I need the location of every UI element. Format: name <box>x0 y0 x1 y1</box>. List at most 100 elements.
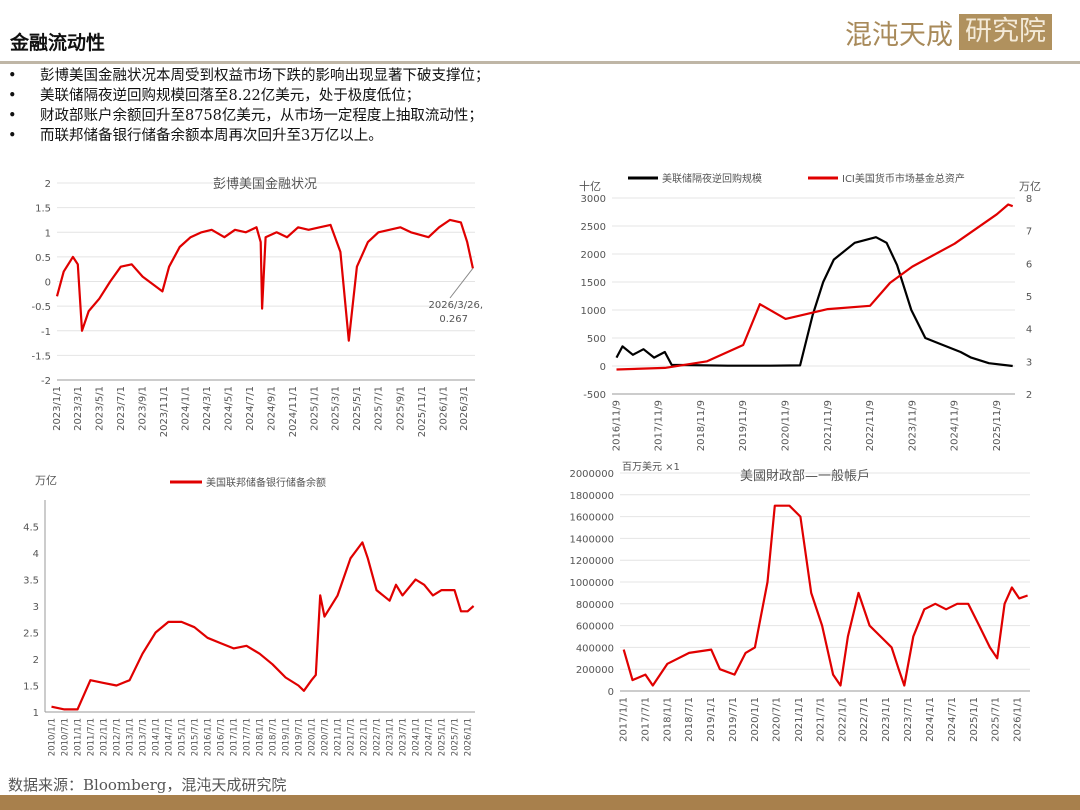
x-tick-label: 2011/7/1 <box>86 718 96 756</box>
x-tick-label: 2012/1/1 <box>100 718 110 756</box>
x-tick-label: 2024/9/1 <box>267 386 278 431</box>
y-tick-label: 1.5 <box>23 682 39 693</box>
x-tick-label: 2023/1/1 <box>52 386 63 431</box>
y-tick-label: 1 <box>33 708 39 719</box>
x-tick-label: 2019/1/1 <box>282 718 292 756</box>
x-tick-label: 2011/1/1 <box>74 718 84 756</box>
y-tick-label: 4 <box>33 549 39 560</box>
series-line-1 <box>622 504 1028 687</box>
series-line-2 <box>616 203 1014 371</box>
x-tick-label: 2024/1/1 <box>925 697 936 742</box>
x-tick-label: 2024/7/1 <box>245 386 256 431</box>
x-tick-label: 2025/1/1 <box>969 697 980 742</box>
x-tick-label: 2013/1/1 <box>126 718 136 756</box>
x-tick-label: 2024/3/1 <box>202 386 213 431</box>
y-tick-label: 2000 <box>581 250 606 261</box>
chart-4: 0 200000 400000 600000 800000 1000000 1200000 1… <box>569 460 1030 742</box>
y-tick-label: -500 <box>583 390 606 401</box>
header-divider <box>0 61 1080 64</box>
x-tick-label: 2017/7/1 <box>242 718 252 756</box>
bullet-item: • 财政部账户余额回升至8758亿美元，从市场一定程度上抽取流动性； <box>8 108 483 124</box>
x-tick-label: 2016/7/1 <box>216 718 226 756</box>
x-tick-label: 2016/1/1 <box>204 718 214 756</box>
annotation-label: 2026/3/26, <box>429 300 483 311</box>
y-tick-label: 1 <box>45 228 51 239</box>
x-tick-label: 2024/1/1 <box>181 386 192 431</box>
y-tick-label: 2500 <box>581 222 606 233</box>
x-tick-label: 2018/1/1 <box>662 697 673 742</box>
x-tick-label: 2022/11/9 <box>865 400 876 451</box>
x-tick-label: 2025/7/1 <box>373 386 384 431</box>
x-tick-label: 2016/11/9 <box>612 400 623 451</box>
x-tick-label: 2017/1/1 <box>230 718 240 756</box>
y-tick-label: 800000 <box>576 600 614 611</box>
brand-logo: 混沌天成 研究院 <box>845 12 1052 52</box>
y2-axis-unit: 万亿 <box>1019 180 1041 193</box>
annotation-value: 0.267 <box>439 314 468 325</box>
x-tick-label: 2026/3/1 <box>459 386 470 431</box>
y-tick-label: 500 <box>587 334 606 345</box>
x-tick-label: 2026/1/1 <box>438 386 449 431</box>
x-tick-label: 2025/1/1 <box>438 718 448 756</box>
x-tick-label: 2023/9/1 <box>138 386 149 431</box>
y-axis-unit: 十亿 <box>579 179 601 193</box>
x-tick-label: 2025/1/1 <box>310 386 321 431</box>
y-tick-label: 600000 <box>576 622 614 633</box>
y-tick-label: 2.5 <box>23 629 39 640</box>
x-tick-label: 2023/11/9 <box>907 400 918 451</box>
x-tick-label: 2023/1/1 <box>386 718 396 756</box>
bullet-list: • 彭博美国金融状况本周受到权益市场下跌的影响出现显著下破支撑位； • 美联储隔夜逆… <box>8 66 490 146</box>
series-line-1 <box>55 218 474 342</box>
x-tick-label: 2025/11/9 <box>992 400 1003 451</box>
x-tick-label: 2015/1/1 <box>178 718 188 756</box>
x-tick-label: 2012/7/1 <box>112 718 122 756</box>
legend-label: 美国联邦储备银行储备余额 <box>206 476 326 489</box>
x-tick-label: 2024/11/1 <box>288 386 299 437</box>
y-tick-label: 4.5 <box>23 523 39 534</box>
x-tick-label: 2020/11/9 <box>781 400 792 451</box>
y2-tick-label: 2 <box>1026 390 1032 401</box>
y-axis-unit: 万亿 <box>35 474 57 487</box>
x-tick-label: 2021/7/1 <box>815 697 826 742</box>
x-tick-label: 2015/7/1 <box>190 718 200 756</box>
x-tick-label: 2017/11/9 <box>654 400 665 451</box>
chart-title: 美國財政部—一般帳戶 <box>740 468 870 484</box>
x-tick-label: 2022/1/1 <box>837 697 848 742</box>
x-tick-label: 2023/3/1 <box>73 386 84 431</box>
x-tick-label: 2022/1/1 <box>360 718 370 756</box>
page-title: 金融流动性 <box>10 32 106 54</box>
x-tick-label: 2010/1/1 <box>48 718 58 756</box>
x-tick-label: 2024/5/1 <box>223 386 234 431</box>
x-tick-label: 2024/7/1 <box>425 718 435 756</box>
y-tick-label: 1500 <box>581 278 606 289</box>
y-tick-label: 0 <box>45 278 51 289</box>
series-line-1 <box>615 236 1013 368</box>
y-tick-label: 1800000 <box>569 491 614 502</box>
x-tick-label: 2023/1/1 <box>881 697 892 742</box>
x-tick-label: 2018/7/1 <box>268 718 278 756</box>
x-tick-label: 2026/1/1 <box>1013 697 1024 742</box>
x-tick-label: 2010/7/1 <box>60 718 70 756</box>
y-tick-label: 2 <box>45 179 51 190</box>
x-tick-label: 2021/1/1 <box>794 697 805 742</box>
chart-2: -500 0 500 1000 1500 2000 2500 3000 2 3 4 5 6 7 8 2016/… <box>579 172 1041 451</box>
x-tick-label: 2017/1/1 <box>619 697 630 742</box>
y-tick-label: 3000 <box>581 194 606 205</box>
x-tick-label: 2013/7/1 <box>138 718 148 756</box>
x-tick-label: 2018/1/1 <box>256 718 266 756</box>
x-tick-label: 2018/11/9 <box>696 400 707 451</box>
y-tick-label: 0 <box>600 362 606 373</box>
y2-tick-label: 4 <box>1026 325 1032 336</box>
x-tick-label: 2023/7/1 <box>398 718 408 756</box>
y-tick-label: 0 <box>608 687 614 698</box>
x-tick-label: 2022/7/1 <box>372 718 382 756</box>
x-tick-label: 2020/1/1 <box>308 718 318 756</box>
x-tick-label: 2025/11/1 <box>417 386 428 437</box>
x-tick-label: 2014/7/1 <box>164 718 174 756</box>
x-tick-label: 2024/7/1 <box>947 697 958 742</box>
legend-label: ICI美国货币市场基金总资产 <box>842 172 965 185</box>
chart-3: 1 1.5 2 2.5 3 3.5 4 4.5 2010/1/1 2010/7/1 2011/1/1… <box>23 474 475 756</box>
x-tick-label: 2019/7/1 <box>294 718 304 756</box>
y-tick-label: 2 <box>33 655 39 666</box>
